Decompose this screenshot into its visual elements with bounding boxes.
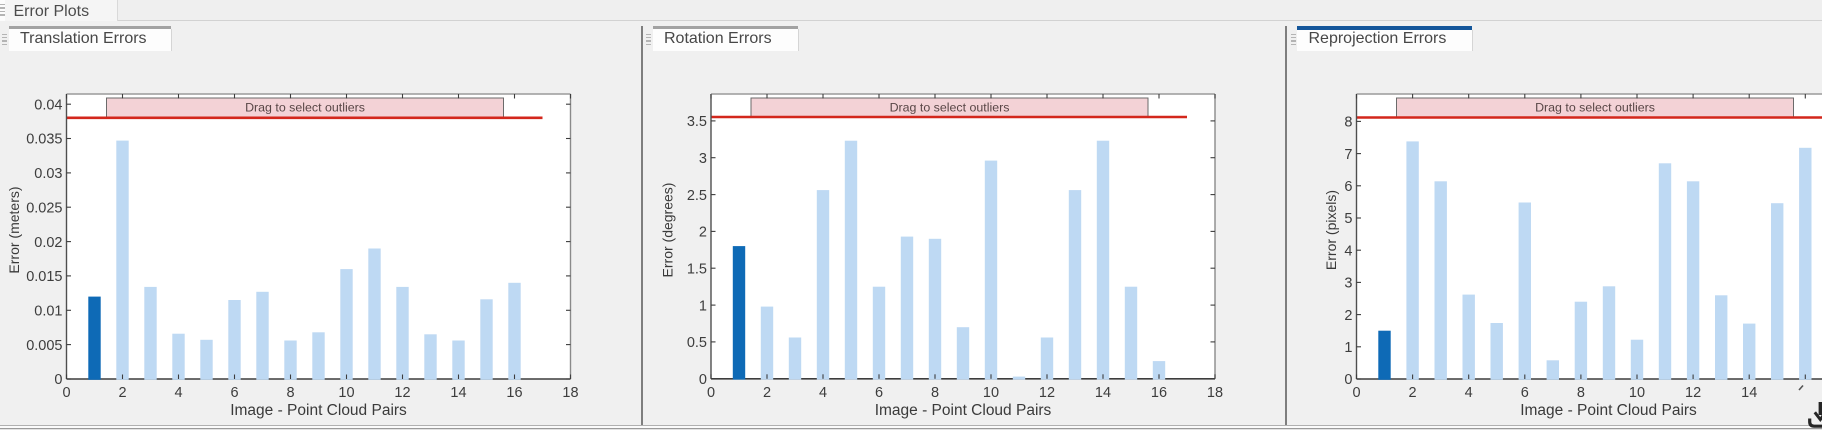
svg-text:12: 12 <box>394 385 410 401</box>
svg-text:0: 0 <box>1344 372 1352 388</box>
svg-text:Image - Point Cloud Pairs: Image - Point Cloud Pairs <box>230 402 407 419</box>
svg-text:2: 2 <box>118 385 126 401</box>
svg-text:12: 12 <box>1685 385 1701 401</box>
svg-text:Error (pixels): Error (pixels) <box>1323 190 1339 270</box>
svg-text:Drag to select outliers: Drag to select outliers <box>245 101 365 115</box>
svg-text:7: 7 <box>1344 147 1352 163</box>
svg-text:0.015: 0.015 <box>26 269 62 285</box>
svg-text:4: 4 <box>1465 385 1473 401</box>
svg-text:Image - Point Cloud Pairs: Image - Point Cloud Pairs <box>1520 402 1697 419</box>
svg-text:5: 5 <box>1344 211 1352 227</box>
svg-text:3: 3 <box>699 151 707 167</box>
svg-text:12: 12 <box>1039 385 1055 401</box>
svg-text:14: 14 <box>450 385 466 401</box>
svg-text:14: 14 <box>1095 385 1111 401</box>
svg-text:6: 6 <box>230 385 238 401</box>
svg-text:0: 0 <box>707 385 715 401</box>
svg-text:0.5: 0.5 <box>687 335 707 351</box>
svg-text:8: 8 <box>286 385 294 401</box>
svg-text:0.025: 0.025 <box>26 200 62 216</box>
svg-text:Error (degrees): Error (degrees) <box>660 183 676 278</box>
svg-text:1.5: 1.5 <box>687 261 707 277</box>
svg-text:Error (meters): Error (meters) <box>6 186 22 273</box>
svg-text:0.03: 0.03 <box>34 166 62 182</box>
svg-text:10: 10 <box>338 385 354 401</box>
svg-text:10: 10 <box>1629 385 1645 401</box>
svg-text:18: 18 <box>562 385 578 401</box>
svg-text:14: 14 <box>1741 385 1757 401</box>
svg-text:2: 2 <box>1344 308 1352 324</box>
svg-text:2: 2 <box>763 385 771 401</box>
svg-text:6: 6 <box>875 385 883 401</box>
svg-text:4: 4 <box>1344 243 1352 259</box>
svg-text:16: 16 <box>506 385 522 401</box>
svg-text:Drag to select outliers: Drag to select outliers <box>1535 101 1655 115</box>
svg-text:10: 10 <box>983 385 999 401</box>
svg-text:0: 0 <box>1352 385 1360 401</box>
svg-text:0.04: 0.04 <box>34 97 62 113</box>
svg-text:3.5: 3.5 <box>687 114 707 130</box>
svg-text:18: 18 <box>1207 385 1223 401</box>
svg-text:6: 6 <box>1344 179 1352 195</box>
svg-text:8: 8 <box>1577 385 1585 401</box>
svg-text:8: 8 <box>1344 115 1352 131</box>
svg-text:1: 1 <box>1344 340 1352 356</box>
svg-text:3: 3 <box>1344 276 1352 292</box>
svg-text:1: 1 <box>699 298 707 314</box>
svg-text:6: 6 <box>1521 385 1529 401</box>
svg-text:0.005: 0.005 <box>26 338 62 354</box>
svg-text:2.5: 2.5 <box>687 188 707 204</box>
svg-text:Image - Point Cloud Pairs: Image - Point Cloud Pairs <box>875 402 1052 419</box>
svg-text:16: 16 <box>1151 385 1167 401</box>
svg-text:8: 8 <box>931 385 939 401</box>
svg-text:0.035: 0.035 <box>26 132 62 148</box>
svg-text:0: 0 <box>699 372 707 388</box>
svg-text:4: 4 <box>174 385 182 401</box>
svg-text:2: 2 <box>699 225 707 241</box>
svg-text:0.02: 0.02 <box>34 235 62 251</box>
svg-text:0: 0 <box>54 372 62 388</box>
svg-text:0: 0 <box>62 385 70 401</box>
svg-text:0.01: 0.01 <box>34 304 62 320</box>
svg-text:Drag to select outliers: Drag to select outliers <box>890 101 1010 115</box>
svg-text:4: 4 <box>819 385 827 401</box>
svg-text:2: 2 <box>1409 385 1417 401</box>
